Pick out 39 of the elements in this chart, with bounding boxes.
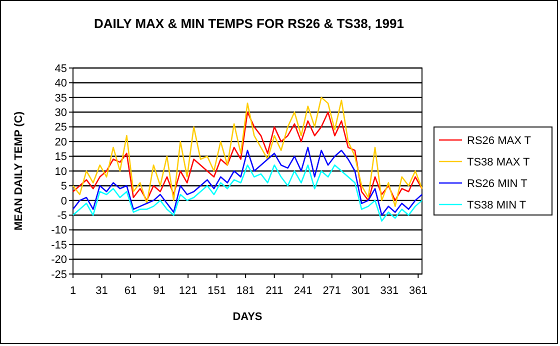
y-tick-label: -25 <box>51 268 67 281</box>
x-axis-title: DAYS <box>232 311 262 323</box>
y-tick-label: 0 <box>60 195 67 208</box>
legend-label: TS38 MAX T <box>467 156 530 168</box>
x-tick-label: 1 <box>70 285 76 297</box>
y-tick-label: -20 <box>51 254 67 266</box>
chart-title: DAILY MAX & MIN TEMPS FOR RS26 & TS38, 1991 <box>94 16 404 31</box>
legend-label: RS26 MIN T <box>467 178 528 190</box>
line-series <box>72 164 423 222</box>
y-tick-label: 5 <box>60 180 67 193</box>
x-tick-label: 211 <box>266 285 284 297</box>
y-tick-label: -15 <box>51 239 67 252</box>
y-tick-label: 25 <box>54 122 67 134</box>
x-tick-label: 61 <box>124 285 137 297</box>
y-tick-label: 35 <box>54 92 67 104</box>
x-tick-label: 241 <box>294 285 312 297</box>
y-tick-label: -5 <box>57 210 67 222</box>
y-tick-label: 30 <box>54 106 67 119</box>
x-tick-label: 271 <box>322 285 342 297</box>
x-tick-label: 301 <box>351 285 370 297</box>
line-series <box>72 146 423 216</box>
x-tick-label: 31 <box>96 285 108 297</box>
y-tick-label: 10 <box>54 166 67 178</box>
line-series <box>72 111 423 202</box>
line-series <box>72 96 423 207</box>
x-tick-label: 121 <box>178 285 198 297</box>
x-tick-label: 151 <box>208 285 226 297</box>
y-tick-label: 15 <box>54 151 67 164</box>
legend-label: TS38 MIN T <box>467 199 526 212</box>
x-tick-label: 331 <box>380 285 399 297</box>
y-tick-label: 40 <box>54 78 67 90</box>
legend-label: RS26 MAX T <box>467 134 532 147</box>
y-axis-title: MEAN DAILY TEMP (C) <box>13 111 25 230</box>
x-tick-label: 91 <box>153 285 166 297</box>
y-tick-label: -10 <box>51 224 67 237</box>
x-tick-label: 361 <box>408 285 428 297</box>
x-tick-label: 181 <box>236 285 255 297</box>
y-tick-label: 20 <box>54 136 67 148</box>
y-tick-label: 45 <box>54 62 67 75</box>
